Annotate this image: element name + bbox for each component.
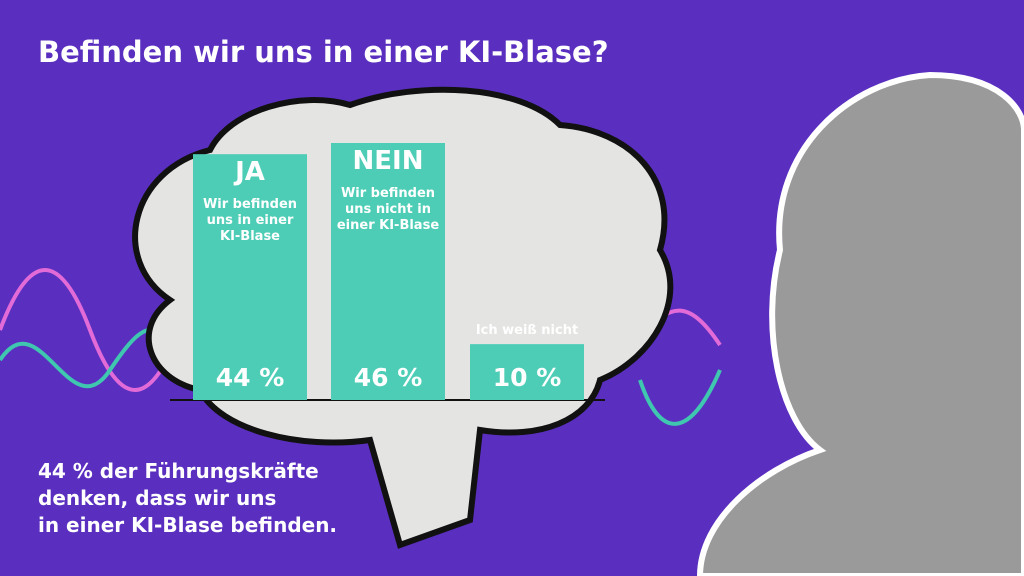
- value-label: 10 %: [493, 363, 562, 392]
- annotation: in einer KI-Blase befinden.: [38, 513, 337, 537]
- bar-description: uns in einer: [207, 213, 294, 228]
- chart-title: Befinden wir uns in einer KI-Blase?: [38, 35, 609, 69]
- wave: [0, 268, 182, 392]
- annotation: 44 % der Führungskräfte: [38, 459, 319, 483]
- bar-description: Wir befinden: [341, 186, 435, 201]
- portrait: [696, 71, 1024, 576]
- wave: [638, 369, 722, 426]
- bar-description: KI-Blase: [220, 229, 280, 244]
- bar-category: JA: [233, 157, 265, 187]
- annotation: denken, dass wir uns: [38, 486, 276, 510]
- bar-description: einer KI-Blase: [337, 218, 439, 233]
- bar-description: Ich weiß nicht: [476, 323, 578, 338]
- bar-description: Wir befinden: [203, 197, 297, 212]
- bar: [470, 344, 584, 400]
- bar: [331, 143, 445, 400]
- bar: [193, 154, 307, 400]
- value-label: 46 %: [354, 363, 423, 392]
- value-label: 44 %: [216, 363, 285, 392]
- bar-category: NEIN: [353, 146, 424, 176]
- bar-description: uns nicht in: [345, 202, 431, 217]
